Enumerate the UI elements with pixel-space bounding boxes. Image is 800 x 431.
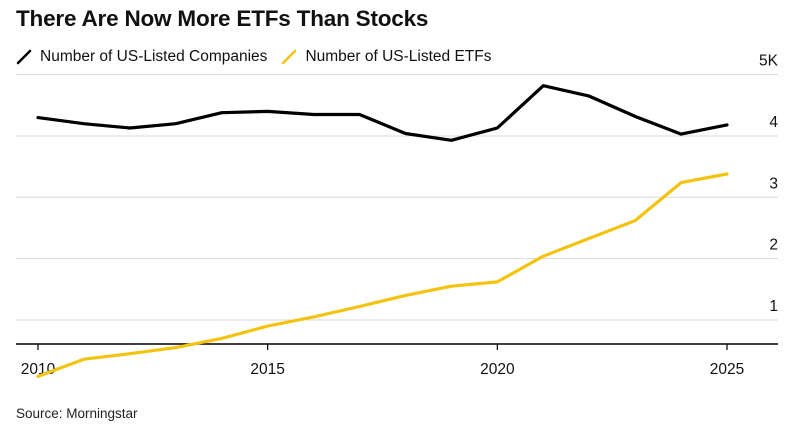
- y-tick-label-4: 4: [769, 114, 778, 131]
- chart-title: There Are Now More ETFs Than Stocks: [16, 6, 429, 31]
- legend-label-etfs: Number of US-Listed ETFs: [305, 48, 492, 65]
- x-tick-label-2025: 2025: [710, 361, 744, 378]
- y-tick-label-3: 3: [769, 175, 778, 192]
- legend-swatch-etfs: [281, 49, 297, 65]
- y-tick-label-5K: 5K: [759, 53, 779, 70]
- y-tick-label-2: 2: [769, 237, 778, 254]
- series-line-etfs: [36, 172, 729, 378]
- series-line-companies: [36, 84, 729, 142]
- x-tick-label-2020: 2020: [480, 361, 515, 378]
- legend-label-companies: Number of US-Listed Companies: [40, 48, 268, 65]
- legend-swatch-companies: [16, 49, 32, 65]
- y-tick-label-1: 1: [769, 298, 778, 315]
- legend-item-etfs: Number of US-Listed ETFs: [281, 48, 492, 66]
- x-tick-label-2015: 2015: [250, 361, 284, 378]
- source-note: Source: Morningstar: [16, 406, 138, 421]
- legend-item-companies: Number of US-Listed Companies: [16, 48, 267, 66]
- legend: Number of US-Listed Companies Number of …: [16, 48, 506, 66]
